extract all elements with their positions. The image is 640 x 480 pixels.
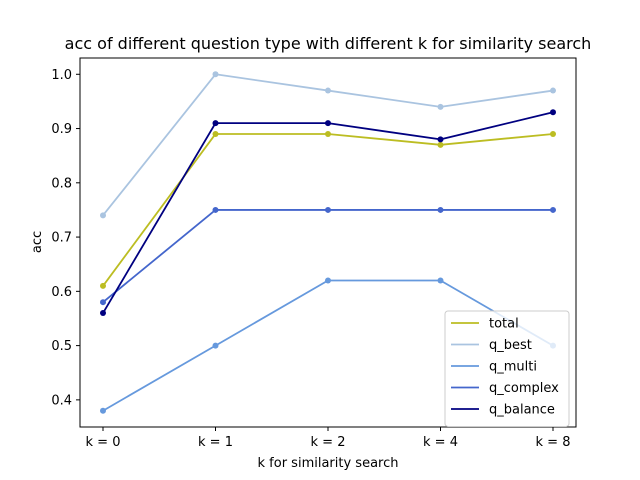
data-point (212, 130, 219, 137)
data-point (100, 407, 106, 414)
chart-title: acc of different question type with diff… (65, 34, 592, 53)
series-q-complex (100, 206, 556, 306)
y-tick-label: 0.6 (51, 285, 72, 300)
legend-item: q_complex (451, 381, 559, 396)
series-marks (100, 71, 556, 414)
data-point (100, 310, 106, 317)
legend-item: q_multi (451, 360, 537, 375)
legend-box (444, 310, 570, 427)
y-tick-label: 0.9 (51, 122, 72, 137)
data-point (325, 277, 331, 284)
y-tick-label: 0.7 (51, 231, 72, 246)
data-point (100, 212, 106, 219)
data-point (325, 87, 331, 94)
legend-label: total (489, 317, 519, 332)
x-tick-label: k = 2 (311, 435, 346, 450)
legend-label: q_complex (489, 381, 559, 396)
data-point (437, 103, 444, 110)
series-total (100, 130, 556, 289)
series-q-balance (100, 109, 556, 317)
data-point (212, 206, 219, 213)
x-tick-label: k = 4 (423, 435, 458, 450)
data-point (212, 120, 219, 127)
data-point (212, 342, 219, 349)
data-point (550, 87, 556, 94)
x-axis-label: k for similarity search (258, 456, 399, 471)
legend: total q_best q_multi q_complex q_balance (444, 310, 570, 427)
data-point (437, 141, 444, 148)
legend-item: q_balance (451, 403, 555, 418)
data-point (100, 282, 106, 289)
data-point (550, 130, 556, 137)
data-point (437, 206, 444, 213)
legend-item: total (451, 317, 519, 332)
y-tick-label: 0.4 (51, 393, 72, 408)
data-point (550, 206, 556, 213)
legend-item: q_best (451, 338, 532, 353)
axes: k = 0 k = 1 k = 2 k = 4 k = 8 0.4 0.5 0.6 0.7 0.8… (51, 68, 570, 450)
legend-label: q_best (489, 338, 532, 353)
x-tick-label: k = 1 (198, 435, 233, 450)
data-point (325, 206, 331, 213)
y-axis-label: acc (30, 231, 45, 253)
data-point (437, 277, 444, 284)
y-tick-label: 1.0 (51, 68, 72, 83)
y-tick-label: 0.5 (51, 339, 72, 354)
x-tick-label: k = 8 (536, 435, 571, 450)
data-point (100, 299, 106, 306)
series-q-best (100, 71, 556, 219)
data-point (212, 71, 219, 78)
data-point (325, 120, 331, 127)
data-point (325, 130, 331, 137)
data-point (437, 136, 444, 143)
legend-label: q_balance (489, 403, 555, 418)
y-tick-label: 0.8 (51, 176, 72, 191)
x-tick-label: k = 0 (86, 435, 121, 450)
legend-label: q_multi (489, 360, 537, 375)
data-point (550, 109, 556, 116)
